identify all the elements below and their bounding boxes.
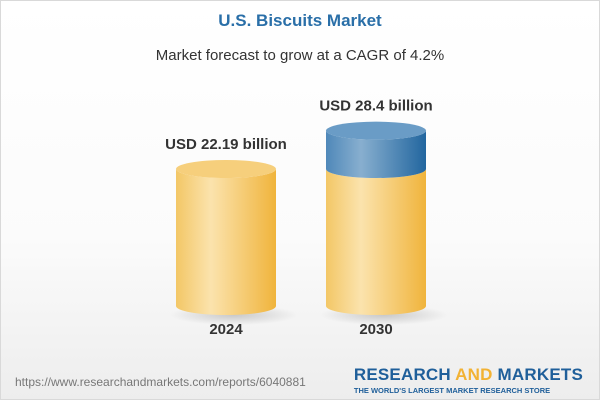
source-url[interactable]: https://www.researchandmarkets.com/repor… (15, 375, 306, 389)
bar-base-2030 (326, 169, 426, 315)
data-label: USD 28.4 billion (319, 98, 432, 115)
data-label: USD 22.19 billion (165, 136, 287, 153)
logo-text: RESEARCH (353, 365, 456, 384)
bar-base-2024 (176, 169, 276, 315)
chart-title: U.S. Biscuits Market (218, 11, 382, 30)
logo-tagline: THE WORLD'S LARGEST MARKET RESEARCH STOR… (353, 386, 551, 395)
bar-top-2024 (176, 160, 276, 178)
category-label: 2024 (209, 321, 243, 338)
logo-text-and: AND (455, 365, 493, 384)
chart-subtitle: Market forecast to grow at a CAGR of 4.2… (155, 47, 445, 64)
category-label: 2030 (359, 321, 392, 338)
bar-top-2030 (326, 121, 426, 140)
bar-growth-2030 (326, 130, 426, 178)
research-and-markets-logo: RESEARCH AND MARKETS THE WORLD'S LARGEST… (354, 365, 583, 395)
logo-text: MARKETS (492, 365, 583, 384)
